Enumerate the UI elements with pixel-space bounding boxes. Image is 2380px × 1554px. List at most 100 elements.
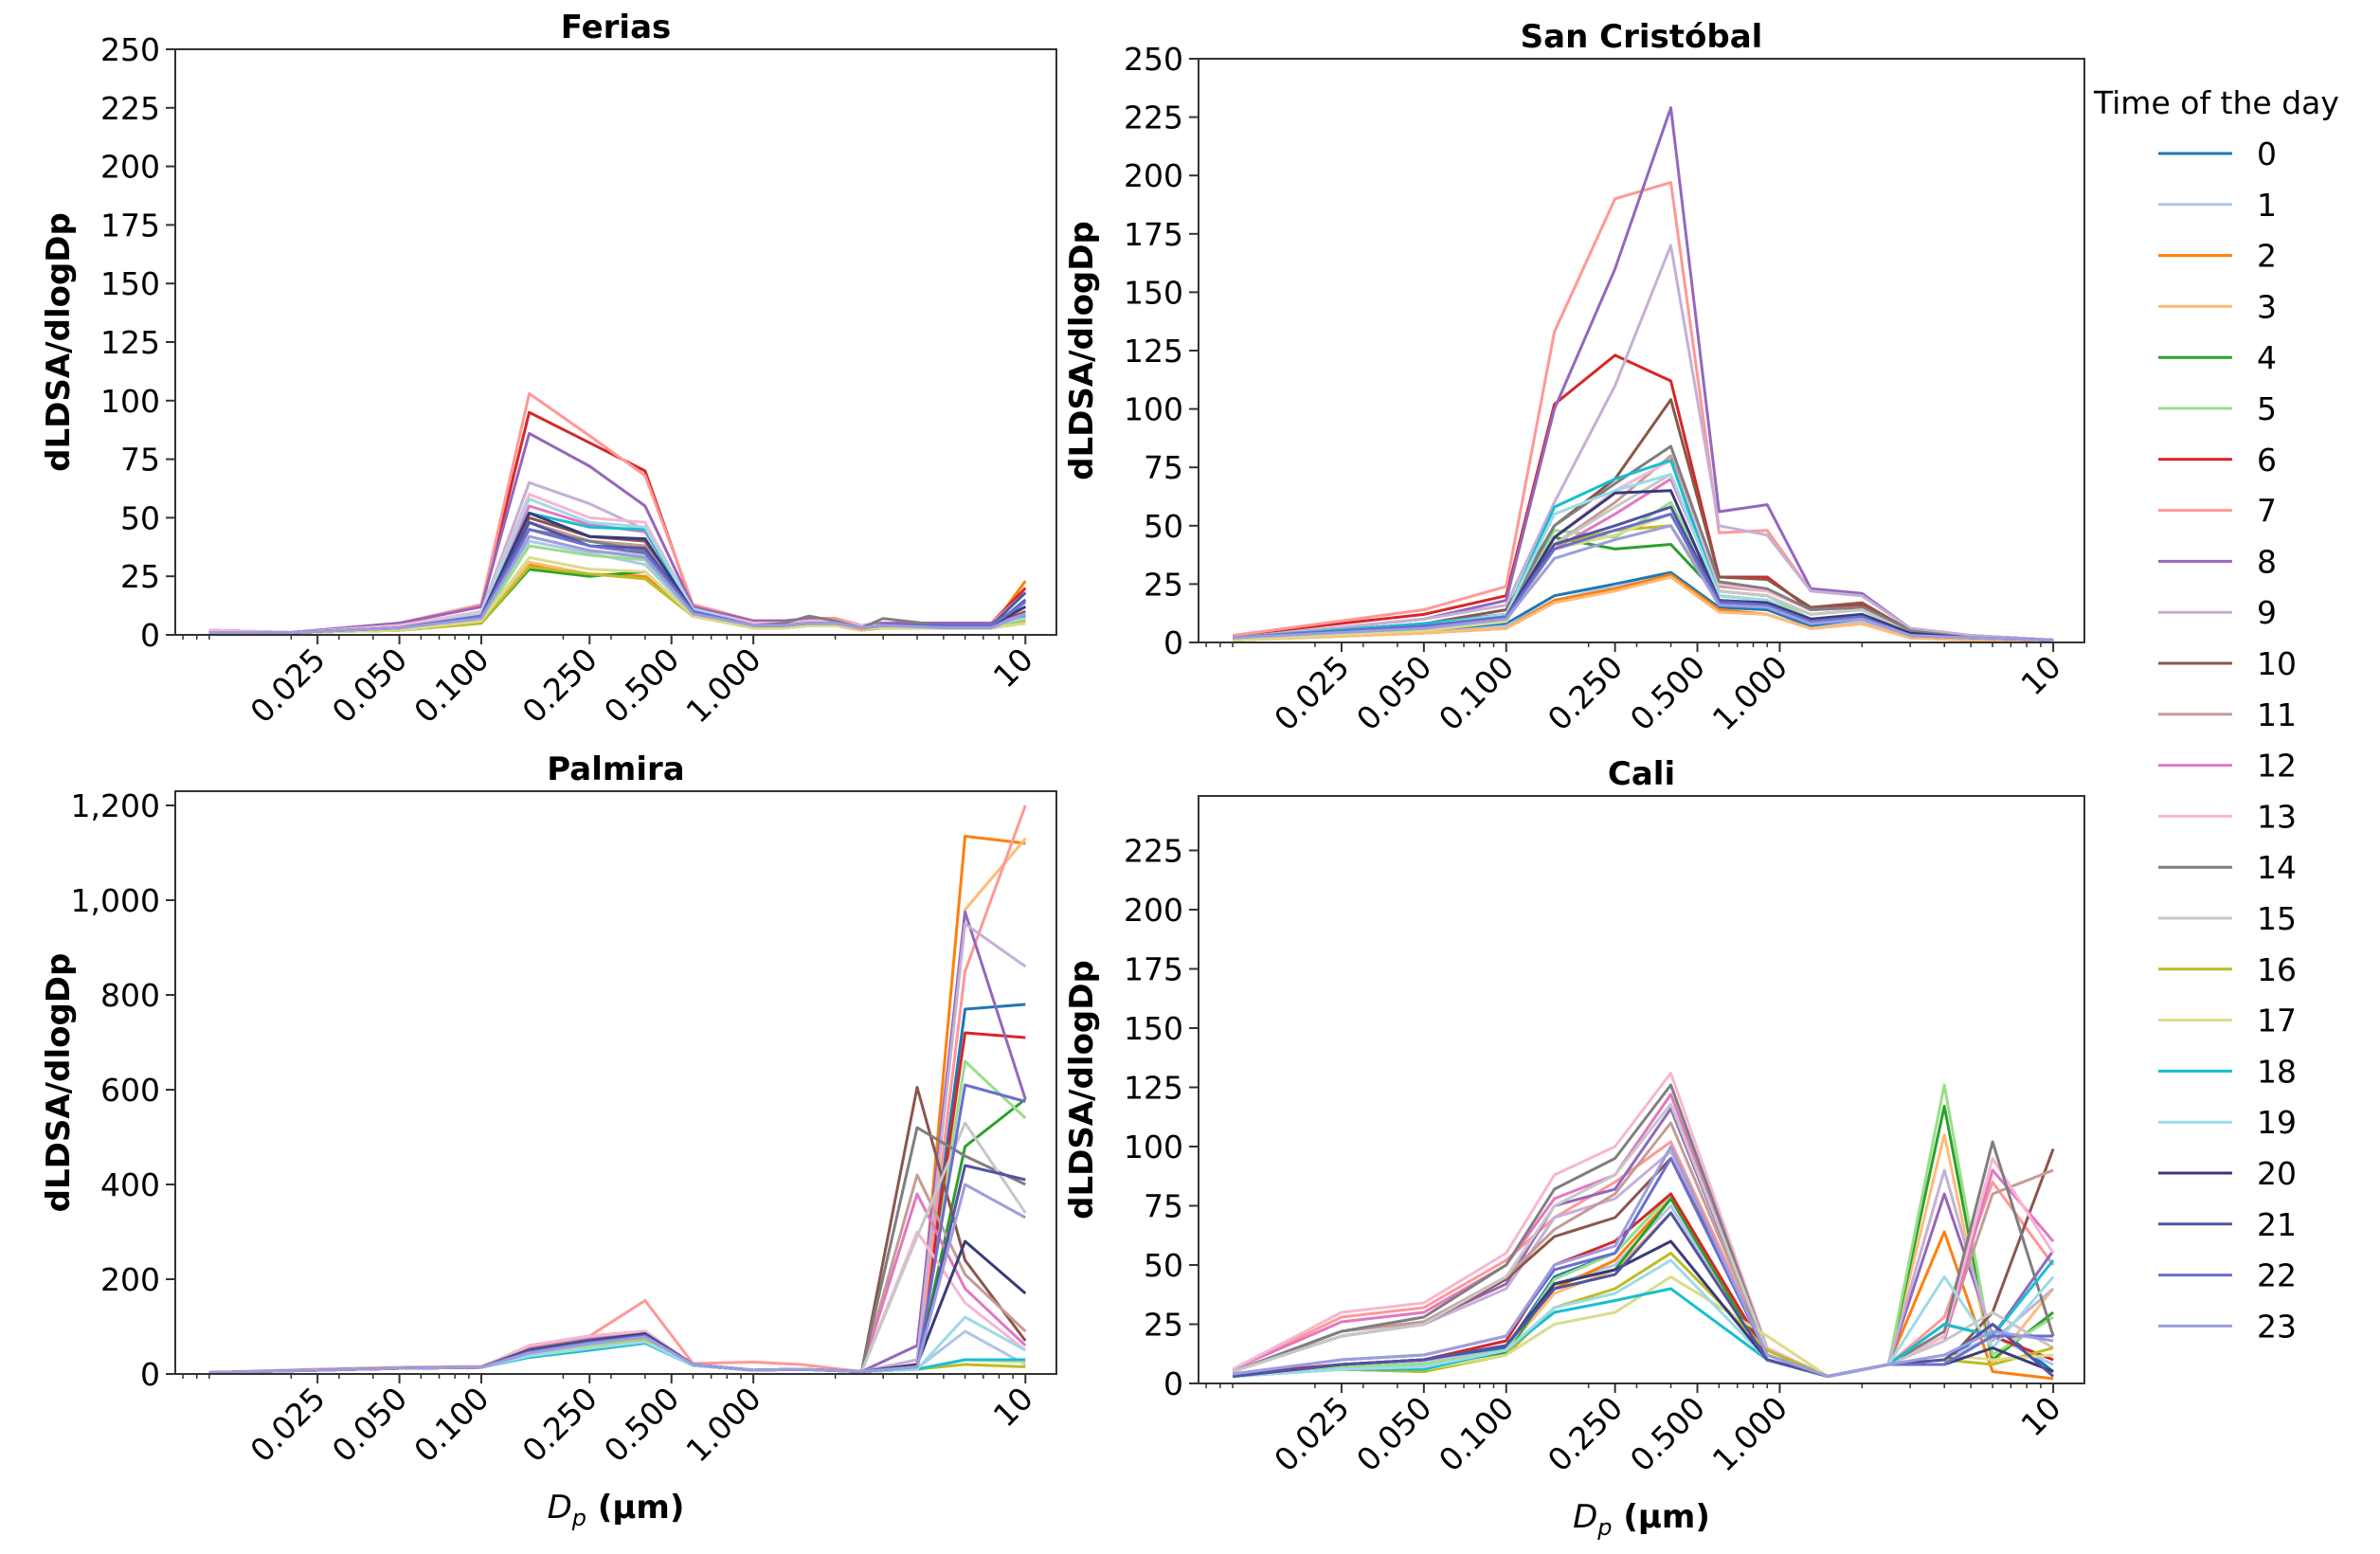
x-tick-label: 0.100 xyxy=(406,641,496,730)
y-axis-label: dLDSA/dlogDp xyxy=(40,212,78,472)
series-lines xyxy=(208,391,1027,634)
axes-frame xyxy=(1198,58,2085,643)
legend-label: 11 xyxy=(2257,696,2297,733)
series-line-23 xyxy=(1232,1145,2054,1378)
panel-title: Ferias xyxy=(561,9,672,46)
x-tick-label: 0.500 xyxy=(597,641,686,730)
panel-title: San Cristóbal xyxy=(1521,18,1763,56)
series-line-14 xyxy=(208,528,1026,634)
y-tick-label: 200 xyxy=(1124,892,1183,929)
y-tick-label: 25 xyxy=(1144,1307,1183,1344)
y-tick-label: 200 xyxy=(100,1261,160,1298)
legend-item-20: 20 xyxy=(2158,1155,2297,1192)
legend-label: 22 xyxy=(2257,1257,2297,1294)
y-tick-label: 200 xyxy=(1124,157,1183,194)
legend-item-11: 11 xyxy=(2158,696,2297,733)
x-tick-label: 1.000 xyxy=(678,1380,767,1469)
y-tick-label: 75 xyxy=(1144,449,1183,486)
legend-label: 3 xyxy=(2257,288,2277,325)
series-line-23 xyxy=(208,1183,1027,1374)
legend-item-9: 9 xyxy=(2158,594,2277,631)
y-tick-label: 125 xyxy=(1124,333,1183,370)
y-tick-label: 250 xyxy=(100,31,160,68)
legend-label: 0 xyxy=(2257,136,2277,172)
series-line-5 xyxy=(208,1059,1027,1374)
y-tick-label: 600 xyxy=(100,1072,160,1109)
legend-label: 6 xyxy=(2257,442,2277,479)
x-tick-label: 0.250 xyxy=(515,641,604,730)
series-line-18 xyxy=(1233,1259,2055,1378)
x-tick-label: 0.500 xyxy=(1623,1389,1712,1478)
panel-0: 02550751001251501752002252500.0250.0500.… xyxy=(40,9,1057,730)
series-line-7 xyxy=(1232,181,2054,641)
x-tick-label: 0.025 xyxy=(1267,1389,1356,1478)
series-lines xyxy=(1232,1072,2055,1381)
series-line-19 xyxy=(208,1315,1027,1374)
legend-label: 16 xyxy=(2257,951,2297,988)
y-tick-label: 100 xyxy=(1124,1129,1183,1166)
x-tick-label: 0.250 xyxy=(1541,1389,1630,1478)
legend-item-5: 5 xyxy=(2158,390,2277,427)
series-lines xyxy=(1232,106,2054,641)
legend-label: 18 xyxy=(2257,1053,2297,1090)
y-tick-label: 100 xyxy=(1124,391,1183,428)
legend-label: 10 xyxy=(2257,645,2297,682)
y-tick-label: 0 xyxy=(140,617,160,654)
x-tick-label: 0.050 xyxy=(1349,648,1438,737)
legend-item-19: 19 xyxy=(2158,1104,2297,1141)
series-line-15 xyxy=(208,534,1026,634)
legend-label: 19 xyxy=(2257,1104,2297,1141)
series-line-21 xyxy=(1232,1211,2055,1378)
legend-label: 23 xyxy=(2257,1308,2297,1345)
y-tick-label: 175 xyxy=(100,207,160,244)
y-tick-label: 50 xyxy=(120,499,160,536)
x-tick-label: 0.100 xyxy=(406,1380,496,1469)
x-tick-label: 0.025 xyxy=(243,641,332,730)
series-line-2 xyxy=(208,835,1026,1374)
legend-label: 17 xyxy=(2257,1003,2297,1039)
x-tick-label: 0.100 xyxy=(1432,1389,1521,1478)
legend-item-6: 6 xyxy=(2158,442,2277,479)
y-axis-label: dLDSA/dlogDp xyxy=(1063,960,1101,1220)
y-tick-label: 225 xyxy=(1124,833,1183,870)
series-line-23 xyxy=(208,534,1026,634)
y-tick-label: 100 xyxy=(100,383,160,420)
series-line-18 xyxy=(1232,459,2054,641)
x-tick-label: 0.250 xyxy=(1541,648,1630,737)
y-tick-label: 25 xyxy=(1144,566,1183,603)
y-tick-label: 0 xyxy=(1163,1365,1183,1402)
legend-item-15: 15 xyxy=(2158,900,2297,937)
x-tick-label: 1.000 xyxy=(1705,1389,1794,1478)
series-line-9 xyxy=(1232,244,2054,641)
y-tick-label: 150 xyxy=(1124,274,1183,311)
y-tick-label: 50 xyxy=(1144,1247,1183,1284)
legend-item-10: 10 xyxy=(2158,645,2297,682)
x-tick-label: 10 xyxy=(986,1380,1040,1434)
series-line-19 xyxy=(1233,1258,2055,1378)
legend-label: 9 xyxy=(2257,594,2277,631)
y-tick-label: 125 xyxy=(100,324,160,361)
x-tick-label: 0.500 xyxy=(597,1380,686,1469)
y-tick-label: 400 xyxy=(100,1166,160,1203)
series-line-13 xyxy=(1232,459,2054,641)
legend-item-7: 7 xyxy=(2158,493,2277,530)
legend-item-8: 8 xyxy=(2158,543,2277,580)
y-tick-label: 150 xyxy=(1124,1010,1183,1047)
y-axis-label: dLDSA/dlogDp xyxy=(1063,221,1101,480)
legend-item-21: 21 xyxy=(2158,1206,2297,1243)
y-tick-label: 50 xyxy=(1144,508,1183,545)
panel-title: Cali xyxy=(1608,755,1675,793)
legend-item-18: 18 xyxy=(2158,1053,2297,1090)
x-tick-label: 0.050 xyxy=(325,1380,414,1469)
panel-1: 02550751001251501752002252500.0250.0500.… xyxy=(1063,18,2085,737)
legend-item-13: 13 xyxy=(2158,798,2297,835)
y-tick-label: 800 xyxy=(100,977,160,1014)
series-line-19 xyxy=(1233,473,2054,641)
y-tick-label: 0 xyxy=(140,1356,160,1393)
x-tick-label: 0.050 xyxy=(1349,1389,1438,1478)
legend-label: 12 xyxy=(2257,748,2297,785)
x-tick-label: 1.000 xyxy=(678,641,767,730)
x-axis-label: Dp (µm) xyxy=(548,1489,685,1531)
series-line-13 xyxy=(1232,1072,2055,1378)
